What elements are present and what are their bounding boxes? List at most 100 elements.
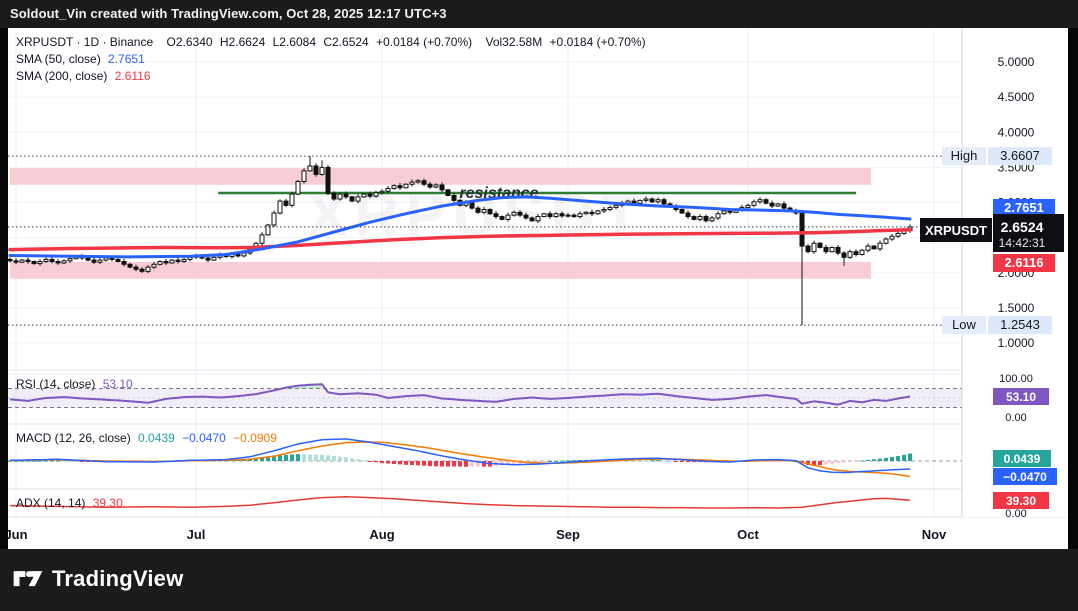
candle-body — [715, 213, 721, 219]
candle-body — [613, 204, 619, 208]
macd-histogram-bar — [20, 460, 24, 462]
macd-histogram-bar — [272, 455, 276, 461]
legend-symbol-row[interactable]: XRPUSDT · 1D · Binance O2.6340 H2.6624 L… — [16, 35, 650, 49]
candle-body — [283, 200, 289, 206]
macd-histogram-bar — [560, 460, 564, 462]
sma50-line[interactable] — [8, 195, 912, 259]
candle-body — [289, 193, 295, 206]
legend-sma200[interactable]: SMA (200, close) 2.6116 — [16, 69, 155, 83]
adx-axis-bottom: 0.00 — [1005, 508, 1026, 520]
macd-histogram-bar — [530, 461, 534, 463]
macd-histogram-bar — [410, 461, 414, 466]
candle-body — [313, 165, 319, 175]
macd-histogram-bar — [332, 455, 336, 461]
candle-body — [451, 194, 457, 201]
candle-body — [883, 238, 889, 244]
attribution-text: Soldout_Vin created with TradingView.com… — [10, 6, 447, 21]
rsi-axis-badge-value: 53.10 — [1006, 390, 1036, 404]
candle-body — [19, 259, 25, 263]
price-scale-background[interactable] — [962, 28, 1068, 517]
macd-histogram-bar — [50, 460, 54, 462]
sma200-line[interactable] — [8, 228, 912, 252]
macd-histogram-bar — [386, 461, 390, 464]
candle-body — [529, 217, 535, 222]
legend-high: H2.6624 — [219, 35, 266, 49]
candle-body — [823, 246, 829, 253]
macd-histogram-bar — [668, 461, 672, 462]
candle-body — [517, 211, 523, 216]
macd-histogram-bar — [290, 454, 294, 461]
candle-body — [553, 213, 559, 218]
macd-histogram-bar — [554, 460, 558, 462]
resistance-label: resistance — [459, 185, 538, 202]
candle-body — [871, 245, 877, 250]
rsi-axis-bottom: 0.00 — [1005, 412, 1026, 424]
macd-histogram-bar — [284, 454, 288, 461]
macd-line-badge-value: −0.0470 — [1003, 470, 1047, 484]
legend-volume: Vol32.58M — [485, 35, 543, 49]
candle-body — [847, 251, 853, 258]
candle-body — [139, 268, 145, 272]
macd-histogram-bar — [500, 461, 504, 466]
candle-body — [523, 214, 529, 219]
price-zone — [10, 168, 871, 185]
time-scale-background[interactable] — [8, 518, 1068, 549]
candle-body — [55, 261, 61, 264]
legend-adx[interactable]: ADX (14, 14) 39.30 — [16, 496, 127, 510]
macd-histogram-bar — [824, 461, 828, 465]
macd-line-value: −0.0470 — [182, 431, 226, 445]
candle-body — [31, 261, 37, 265]
symbol-axis-label: XRPUSDT — [925, 223, 987, 238]
low-marker-value-box — [988, 316, 1052, 335]
candle-body — [559, 213, 565, 217]
candle-body — [433, 184, 439, 188]
adx-value: 39.30 — [92, 496, 123, 510]
price-axis-label: 4.5000 — [998, 90, 1035, 104]
candle-body — [85, 257, 91, 261]
candle-body — [157, 261, 163, 265]
candle-body — [385, 187, 391, 192]
macd-histogram-bar — [38, 460, 42, 462]
candle-body — [475, 207, 481, 213]
macd-histogram-bar — [356, 459, 360, 461]
candle-body — [547, 213, 553, 218]
tradingview-brand[interactable]: TradingView — [13, 566, 183, 592]
candle-body — [805, 245, 811, 253]
candle-body — [583, 211, 589, 215]
macd-histogram-bar — [422, 461, 426, 466]
macd-histogram-bar — [644, 460, 648, 462]
legend-macd[interactable]: MACD (12, 26, close) 0.0439 −0.0470 −0.0… — [16, 431, 281, 445]
rsi-label: RSI (14, close) — [16, 377, 96, 391]
candle-body — [505, 214, 511, 220]
macd-histogram-bar — [26, 460, 30, 462]
candle-body — [511, 211, 517, 216]
legend-sma50[interactable]: SMA (50, close) 2.7651 — [16, 52, 149, 66]
macd-histogram-bar — [890, 456, 894, 461]
macd-histogram-bar — [506, 461, 510, 466]
candle-body — [169, 259, 175, 264]
candle-body — [493, 213, 499, 218]
candle-body — [205, 257, 211, 261]
macd-histogram-bar — [566, 460, 570, 462]
macd-histogram-bar — [692, 461, 696, 462]
candle-body — [445, 189, 451, 196]
candle-body — [337, 193, 343, 200]
candle-body — [679, 209, 685, 214]
macd-hist-badge-value: 0.0439 — [1004, 452, 1041, 466]
macd-histogram-bar — [362, 460, 366, 462]
macd-histogram-bar — [476, 461, 480, 467]
candle-body — [481, 209, 487, 213]
high-marker-label-box — [942, 147, 986, 166]
candle-body — [145, 266, 151, 272]
candle-body — [577, 213, 583, 218]
macd-histogram-bar — [320, 454, 324, 461]
chart-canvas[interactable]: XRPUSDTresistance5.00004.50004.00003.500… — [8, 28, 1068, 549]
macd-histogram-bar — [788, 460, 792, 462]
high-marker-value-box — [988, 147, 1052, 166]
candle-body — [637, 199, 643, 204]
legend-rsi[interactable]: RSI (14, close) 53.10 — [16, 377, 137, 391]
macd-hist-badge — [993, 450, 1051, 467]
candle-body — [781, 203, 787, 209]
candle-body — [499, 216, 505, 220]
sma200-value: 2.6116 — [114, 69, 151, 83]
